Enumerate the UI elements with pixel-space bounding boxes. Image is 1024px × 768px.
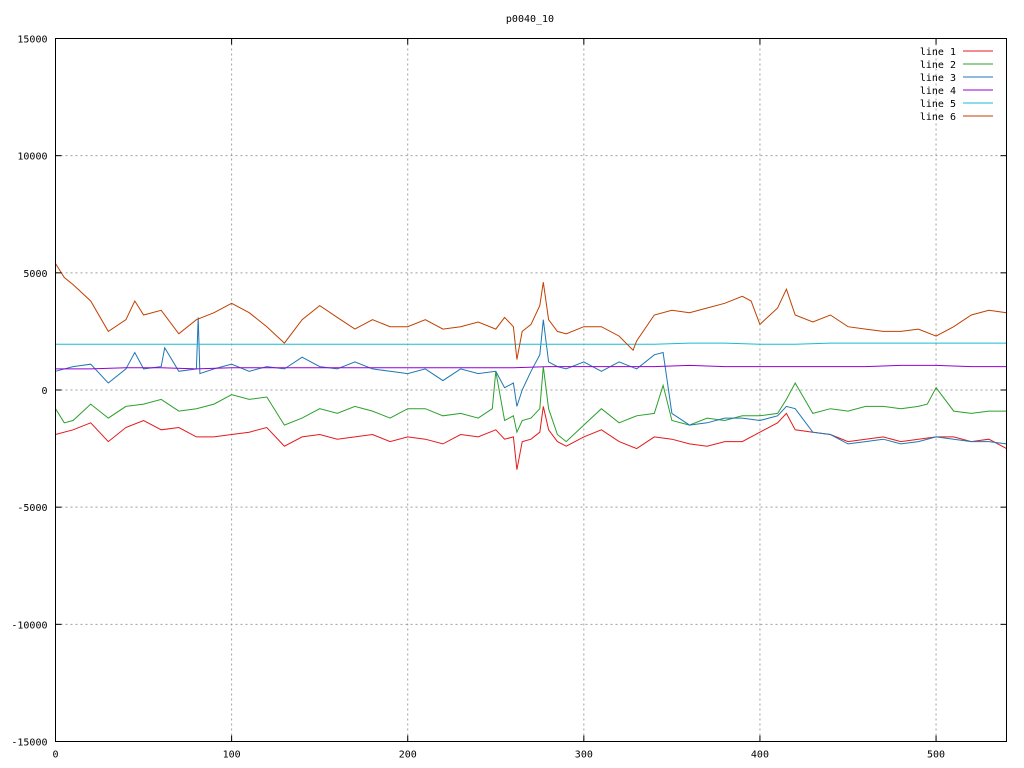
- x-tick-label: 300: [575, 750, 593, 761]
- y-tick-label: 15000: [17, 35, 47, 46]
- series-line-4: [55, 364, 1007, 370]
- series-line-6: [55, 263, 1007, 360]
- legend: line 1 line 2 line 3 line 4 line 5 line 6: [920, 47, 993, 123]
- x-tick-label: 400: [751, 750, 769, 761]
- x-tick-label: 0: [52, 750, 58, 761]
- x-tick-label: 200: [399, 750, 417, 761]
- y-tick-label: 5000: [23, 269, 47, 280]
- legend-label: line 1: [920, 47, 956, 58]
- series-line-2: [55, 366, 1007, 443]
- y-tick-label: -15000: [11, 738, 47, 749]
- series-line-5: [55, 342, 1007, 345]
- x-tick-label: 500: [927, 750, 945, 761]
- y-tick-label: -10000: [11, 620, 47, 631]
- y-tick-label: 10000: [17, 152, 47, 163]
- series-line-3: [55, 317, 1007, 445]
- legend-label: line 5: [920, 99, 956, 110]
- grid: [55, 38, 1007, 742]
- legend-label: line 2: [920, 60, 956, 71]
- legend-label: line 3: [920, 73, 956, 84]
- legend-label: line 6: [920, 112, 956, 123]
- chart-title: p0040_10: [506, 14, 554, 25]
- series-group: [55, 263, 1007, 470]
- y-tick-label: -5000: [17, 503, 47, 514]
- x-tick-label: 100: [223, 750, 241, 761]
- legend-label: line 4: [920, 86, 956, 97]
- y-tick-label: 0: [41, 386, 47, 397]
- axes: 0 100 200 300 400 500 -15000 -10000 -5000 0 5000 10…: [11, 35, 1007, 761]
- series-line-1: [55, 406, 1007, 470]
